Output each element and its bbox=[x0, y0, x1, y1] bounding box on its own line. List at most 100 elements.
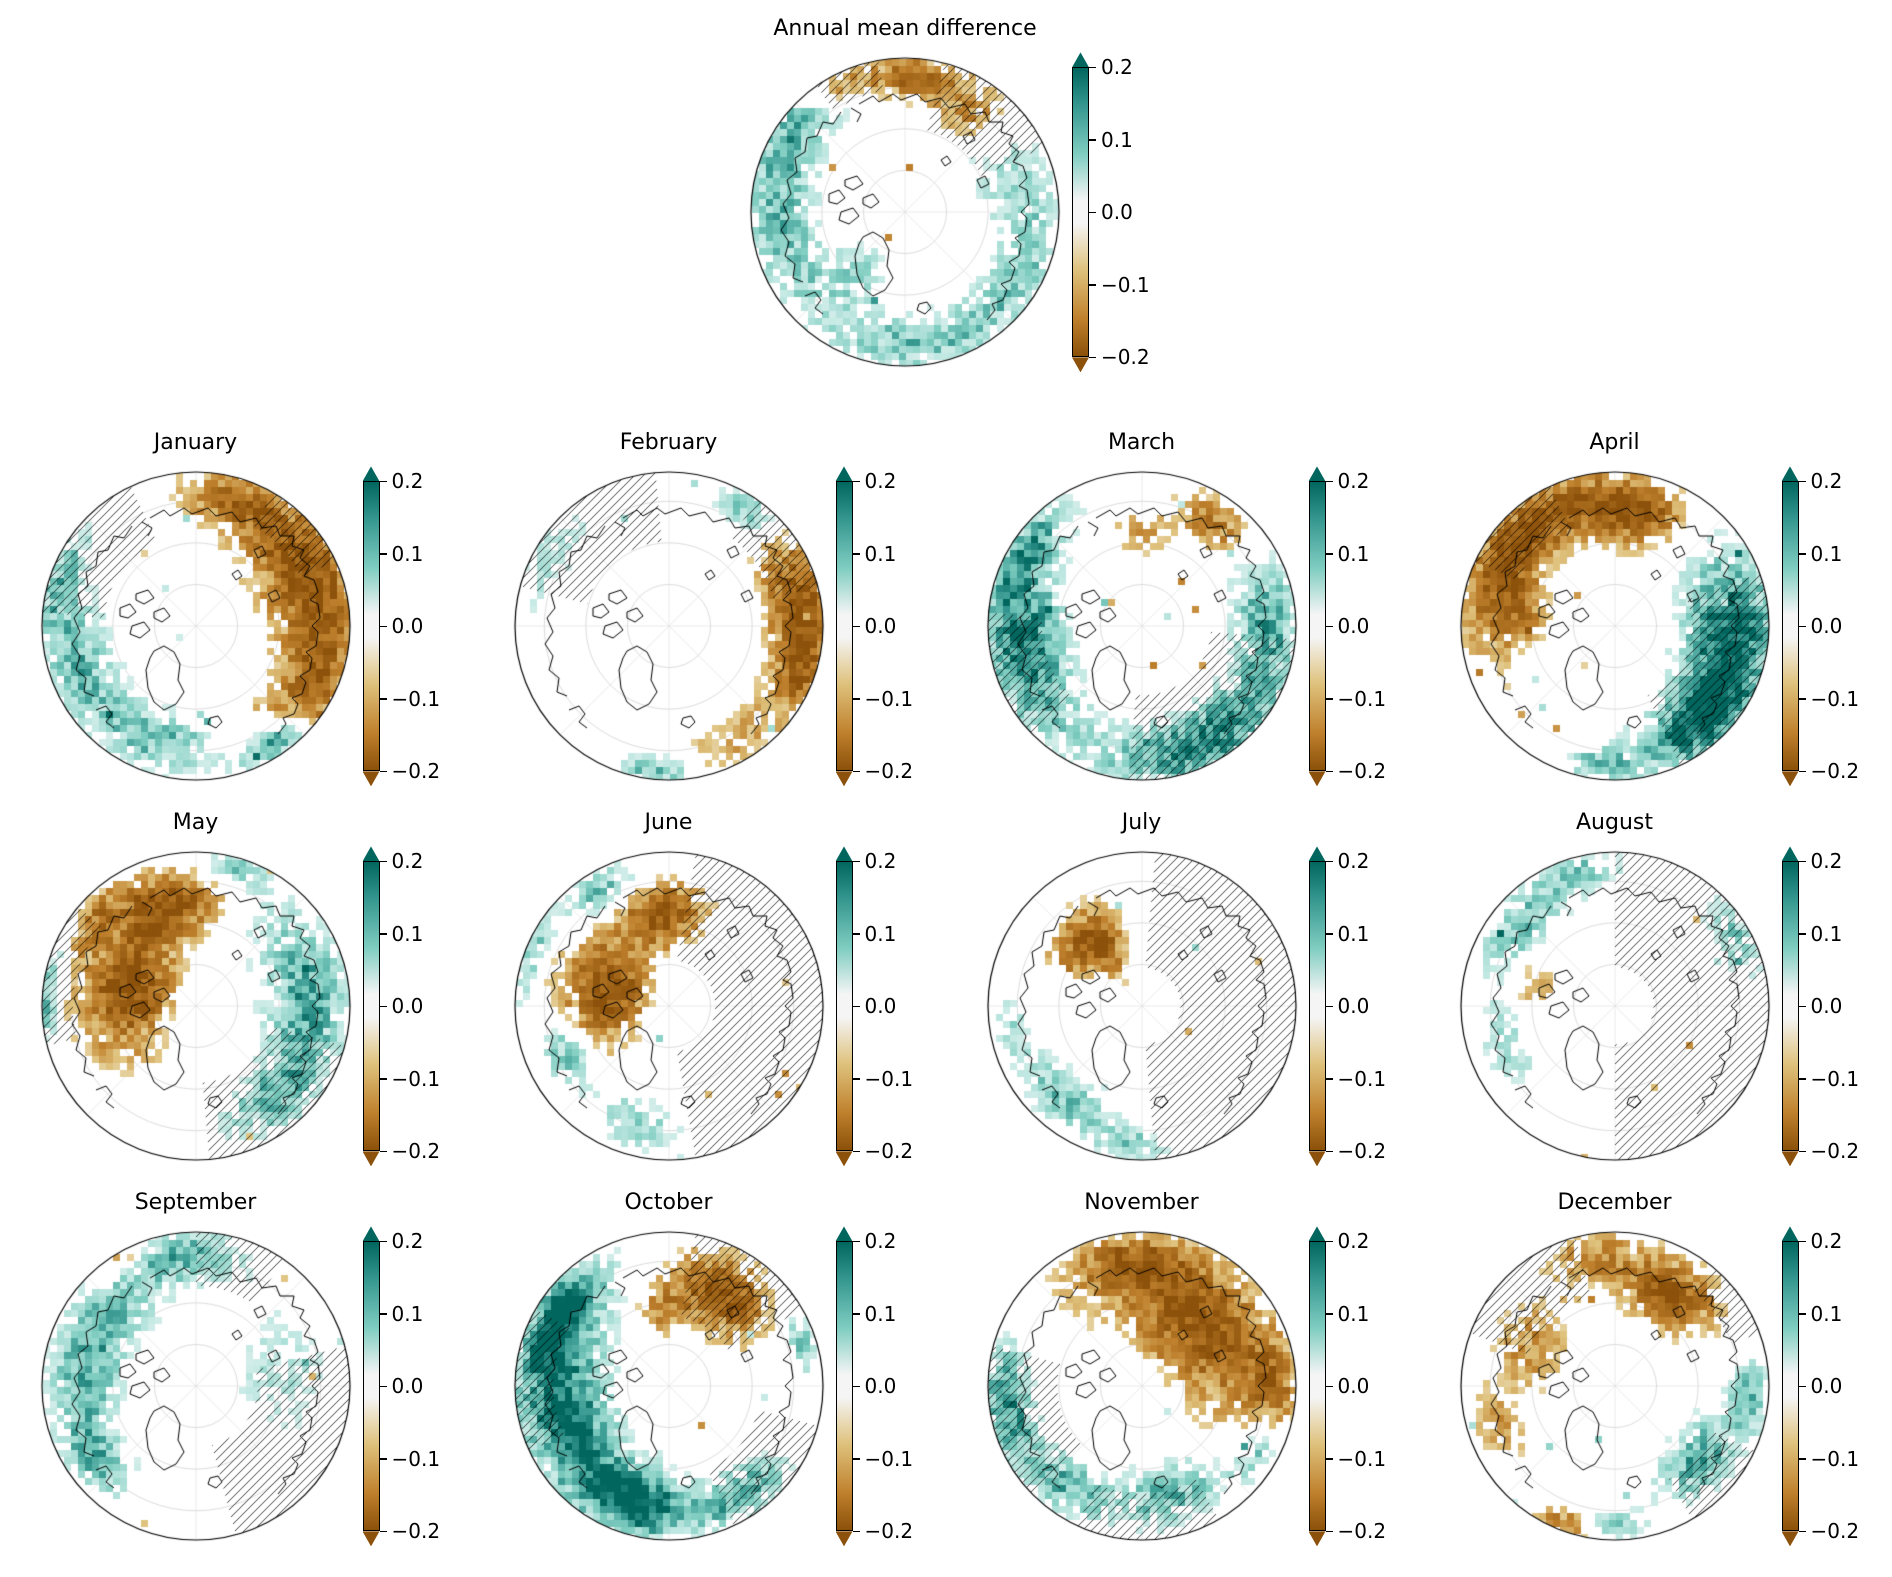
colorbar: 0.2 0.1 0.0 −0.1 −0.2 bbox=[1072, 52, 1150, 373]
panel-title: October bbox=[624, 1190, 713, 1215]
colorbar-gradient bbox=[362, 481, 380, 772]
tick-label: 0.0 bbox=[864, 1374, 897, 1399]
colorbar-extend-arrow-up bbox=[362, 1226, 380, 1242]
colorbar-extend-arrow-up bbox=[1308, 1226, 1326, 1242]
tick-label: −0.1 bbox=[864, 686, 914, 711]
tick-label: −0.2 bbox=[1337, 1519, 1387, 1544]
colorbar-extend-arrow-down bbox=[1781, 771, 1799, 787]
polar-stereographic-map bbox=[1454, 1226, 1775, 1547]
colorbar: 0.2 0.1 0.0 −0.1 −0.2 bbox=[362, 1226, 441, 1547]
tick-label: 0.2 bbox=[1337, 849, 1370, 874]
panel-title: September bbox=[134, 1190, 257, 1215]
tick-label: 0.0 bbox=[1337, 994, 1370, 1019]
tick-label: 0.0 bbox=[391, 1374, 424, 1399]
colorbar-tick: −0.1 bbox=[852, 686, 914, 711]
tick-mark bbox=[1798, 1005, 1806, 1008]
tick-label: −0.1 bbox=[864, 1066, 914, 1091]
tick-label: 0.1 bbox=[1810, 541, 1843, 566]
tick-label: −0.2 bbox=[391, 759, 441, 784]
colorbar: 0.2 0.1 0.0 −0.1 −0.2 bbox=[835, 466, 914, 787]
tick-label: −0.1 bbox=[1810, 686, 1860, 711]
colorbar-tick: −0.2 bbox=[1325, 1139, 1386, 1163]
colorbar-gradient bbox=[1308, 481, 1326, 772]
colorbar-bar bbox=[1308, 466, 1326, 787]
tick-mark bbox=[852, 1240, 860, 1243]
tick-mark bbox=[1089, 284, 1096, 286]
colorbar-tick-labels: 0.2 0.1 0.0 −0.1 −0.2 bbox=[1798, 466, 1860, 786]
colorbar-tick: 0.2 bbox=[1798, 1229, 1843, 1254]
colorbar-gradient bbox=[835, 481, 853, 772]
colorbar-tick: 0.1 bbox=[852, 922, 896, 946]
colorbar-bar bbox=[1308, 846, 1326, 1167]
map-column: January bbox=[35, 430, 356, 787]
tick-mark bbox=[852, 480, 860, 483]
tick-mark bbox=[1798, 860, 1806, 863]
colorbar-bar bbox=[835, 846, 853, 1167]
colorbar-tick: −0.1 bbox=[852, 1066, 914, 1091]
tick-label: 0.2 bbox=[1101, 55, 1133, 80]
colorbar-tick: 0.2 bbox=[1325, 849, 1370, 874]
tick-mark bbox=[1798, 933, 1806, 935]
colorbar: 0.2 0.1 0.0 −0.1 −0.2 bbox=[1781, 846, 1860, 1167]
tick-mark bbox=[1089, 139, 1096, 141]
map-column: December bbox=[1454, 1190, 1775, 1547]
colorbar-tick: −0.1 bbox=[379, 1067, 440, 1091]
colorbar: 0.2 0.1 0.0 −0.1 −0.2 bbox=[1781, 1226, 1860, 1547]
tick-mark bbox=[1798, 770, 1806, 773]
colorbar-tick: 0.1 bbox=[379, 542, 423, 566]
tick-mark bbox=[379, 1385, 387, 1388]
tick-mark bbox=[379, 1150, 387, 1153]
tick-label: 0.2 bbox=[391, 469, 424, 494]
colorbar-extend-arrow-up bbox=[362, 846, 380, 862]
colorbar-extend-arrow-down bbox=[1072, 357, 1089, 373]
tick-label: −0.1 bbox=[391, 1446, 441, 1471]
colorbar-tick: 0.1 bbox=[379, 922, 423, 946]
colorbar-tick: −0.2 bbox=[852, 759, 914, 784]
colorbar-tick: 0.1 bbox=[1325, 1302, 1369, 1326]
tick-label: −0.1 bbox=[864, 1446, 914, 1471]
tick-label: 0.1 bbox=[391, 1301, 424, 1326]
colorbar-tick: 0.2 bbox=[852, 469, 896, 493]
colorbar-tick: 0.2 bbox=[1798, 849, 1842, 873]
tick-mark bbox=[852, 1530, 860, 1533]
colorbar-tick: −0.2 bbox=[1798, 759, 1859, 783]
colorbar-bar bbox=[362, 1226, 380, 1547]
colorbar-tick: −0.1 bbox=[1798, 686, 1860, 711]
tick-label: 0.2 bbox=[391, 849, 424, 874]
tick-mark bbox=[1089, 211, 1096, 214]
colorbar: 0.2 0.1 0.0 −0.1 −0.2 bbox=[835, 1226, 914, 1547]
tick-mark bbox=[379, 1458, 387, 1460]
colorbar: 0.2 0.1 0.0 −0.1 −0.2 bbox=[835, 846, 914, 1167]
tick-mark bbox=[1798, 480, 1806, 483]
tick-mark bbox=[852, 698, 860, 700]
colorbar-tick: 0.2 bbox=[852, 1229, 897, 1254]
colorbar-extend-arrow-down bbox=[1781, 1151, 1799, 1167]
tick-mark bbox=[379, 933, 387, 935]
map-panel: March 0.2 0.1 0.0 −0.1 −0.2 bbox=[981, 430, 1386, 787]
colorbar-gradient bbox=[1781, 481, 1799, 772]
tick-mark bbox=[1798, 1078, 1806, 1080]
tick-label: −0.1 bbox=[1810, 1066, 1860, 1091]
tick-label: −0.2 bbox=[864, 759, 914, 784]
tick-label: 0.2 bbox=[1810, 1229, 1843, 1254]
colorbar-bar bbox=[835, 1226, 853, 1547]
tick-mark bbox=[852, 625, 860, 628]
tick-mark bbox=[379, 625, 387, 628]
tick-label: 0.1 bbox=[1810, 1301, 1843, 1326]
tick-mark bbox=[379, 1530, 387, 1533]
tick-label: −0.1 bbox=[1810, 1446, 1860, 1471]
polar-stereographic-map bbox=[981, 466, 1302, 787]
tick-label: 0.2 bbox=[864, 1229, 897, 1254]
colorbar-tick-labels: 0.2 0.1 0.0 −0.1 −0.2 bbox=[1325, 466, 1386, 786]
panel-title: December bbox=[1557, 1190, 1672, 1215]
colorbar-extend-arrow-up bbox=[1781, 466, 1799, 482]
colorbar-tick-labels: 0.2 0.1 0.0 −0.1 −0.2 bbox=[379, 846, 440, 1166]
colorbar-tick: 0.0 bbox=[1089, 200, 1133, 224]
map-panel: September 0.2 0.1 0.0 −0.1 −0.2 bbox=[35, 1190, 441, 1547]
tick-mark bbox=[1798, 553, 1806, 555]
tick-mark bbox=[379, 1005, 387, 1008]
tick-label: 0.0 bbox=[1810, 614, 1843, 639]
tick-mark bbox=[852, 1313, 860, 1315]
tick-mark bbox=[1325, 625, 1333, 628]
map-panel: December 0.2 0.1 0.0 −0.1 −0.2 bbox=[1454, 1190, 1860, 1547]
